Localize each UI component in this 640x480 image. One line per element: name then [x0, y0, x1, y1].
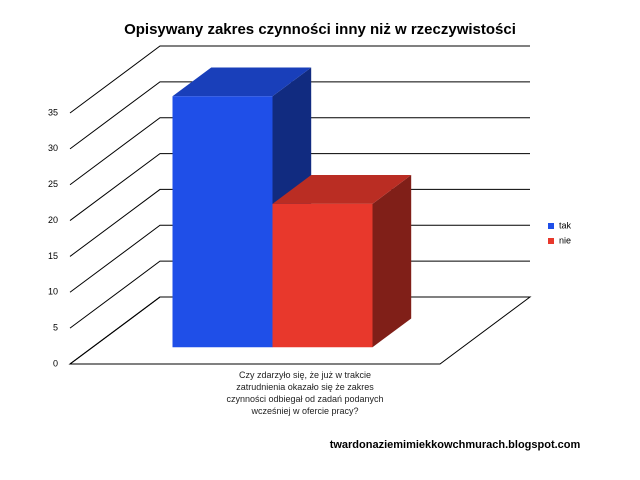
- y-tick-label: 15: [48, 251, 58, 261]
- y-tick-label: 5: [53, 323, 58, 333]
- y-tick-label: 25: [48, 179, 58, 189]
- legend-label: nie: [559, 235, 571, 245]
- y-tick-label: 35: [48, 107, 58, 117]
- legend-swatch: [548, 238, 554, 244]
- bar-top: [272, 175, 412, 204]
- grid-line: [69, 81, 530, 150]
- grid-line: [69, 153, 530, 221]
- legend-swatch: [548, 223, 554, 229]
- category-label: Czy zdarzyło się, że już w trakcie zatru…: [226, 370, 384, 416]
- y-tick-label: 10: [48, 287, 58, 297]
- legend-label: tak: [559, 220, 572, 230]
- bar: [272, 203, 373, 348]
- bar: [172, 96, 273, 348]
- y-tick-label: 30: [48, 143, 58, 153]
- grid-line: [69, 117, 530, 186]
- chart-title: Opisywany zakres czynności inny niż w rz…: [124, 21, 516, 38]
- watermark: twardonaziemimiekkowchmurach.blogspot.co…: [330, 439, 581, 451]
- bar-side: [372, 175, 412, 348]
- grid-line: [69, 45, 530, 114]
- bar-top: [172, 67, 312, 97]
- y-tick-label: 20: [48, 215, 58, 225]
- y-tick-label: 0: [53, 358, 58, 368]
